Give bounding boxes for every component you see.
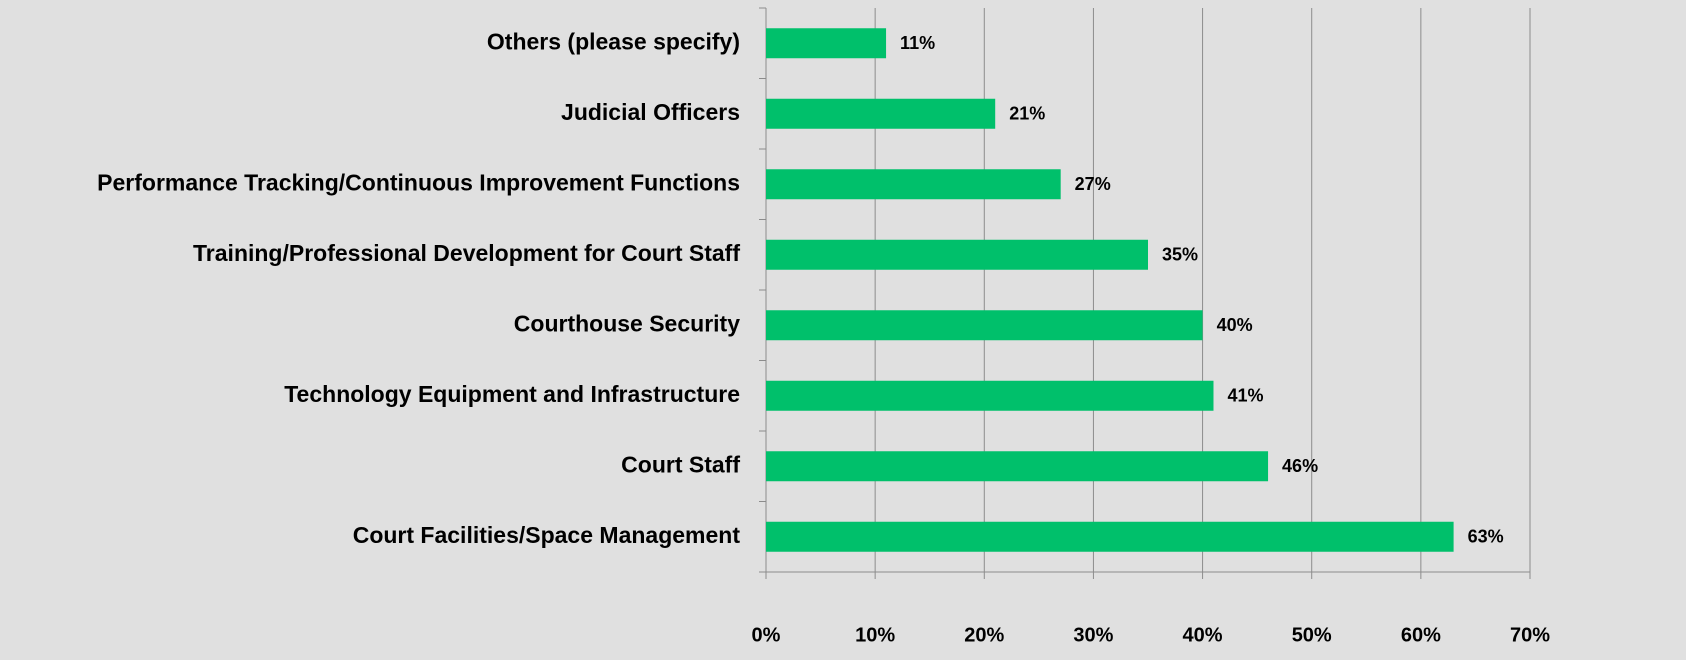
x-tick-label: 20% [964, 624, 1004, 646]
x-tick-label: 30% [1073, 624, 1113, 646]
y-tick-label: Technology Equipment and Infrastructure [284, 381, 740, 407]
value-label: 46% [1282, 456, 1318, 476]
bar [766, 451, 1269, 482]
y-tick-label: Training/Professional Development for Co… [193, 240, 740, 266]
value-label: 35% [1162, 245, 1198, 265]
value-label: 40% [1217, 315, 1253, 335]
bar [766, 310, 1203, 341]
bar [766, 521, 1454, 552]
value-label: 27% [1075, 174, 1111, 194]
y-tick-label: Court Staff [621, 451, 740, 477]
x-tick-label: 60% [1401, 624, 1441, 646]
y-tick-label: Courthouse Security [514, 310, 740, 336]
bar [766, 98, 996, 129]
y-tick-label: Judicial Officers [561, 99, 740, 125]
bar [766, 28, 887, 59]
value-label: 41% [1227, 386, 1263, 406]
y-tick-label: Performance Tracking/Continuous Improvem… [97, 169, 740, 195]
bar [766, 380, 1214, 411]
x-tick-label: 0% [752, 624, 781, 646]
bar [766, 169, 1061, 200]
x-tick-label: 50% [1292, 624, 1332, 646]
value-label: 21% [1009, 104, 1045, 124]
x-tick-label: 40% [1183, 624, 1223, 646]
value-label: 63% [1468, 527, 1504, 547]
x-tick-label: 10% [855, 624, 895, 646]
y-tick-label: Others (please specify) [487, 28, 740, 54]
x-tick-label: 70% [1510, 624, 1550, 646]
bar [766, 239, 1148, 270]
value-label: 11% [900, 33, 935, 53]
y-tick-label: Court Facilities/Space Management [353, 522, 741, 548]
